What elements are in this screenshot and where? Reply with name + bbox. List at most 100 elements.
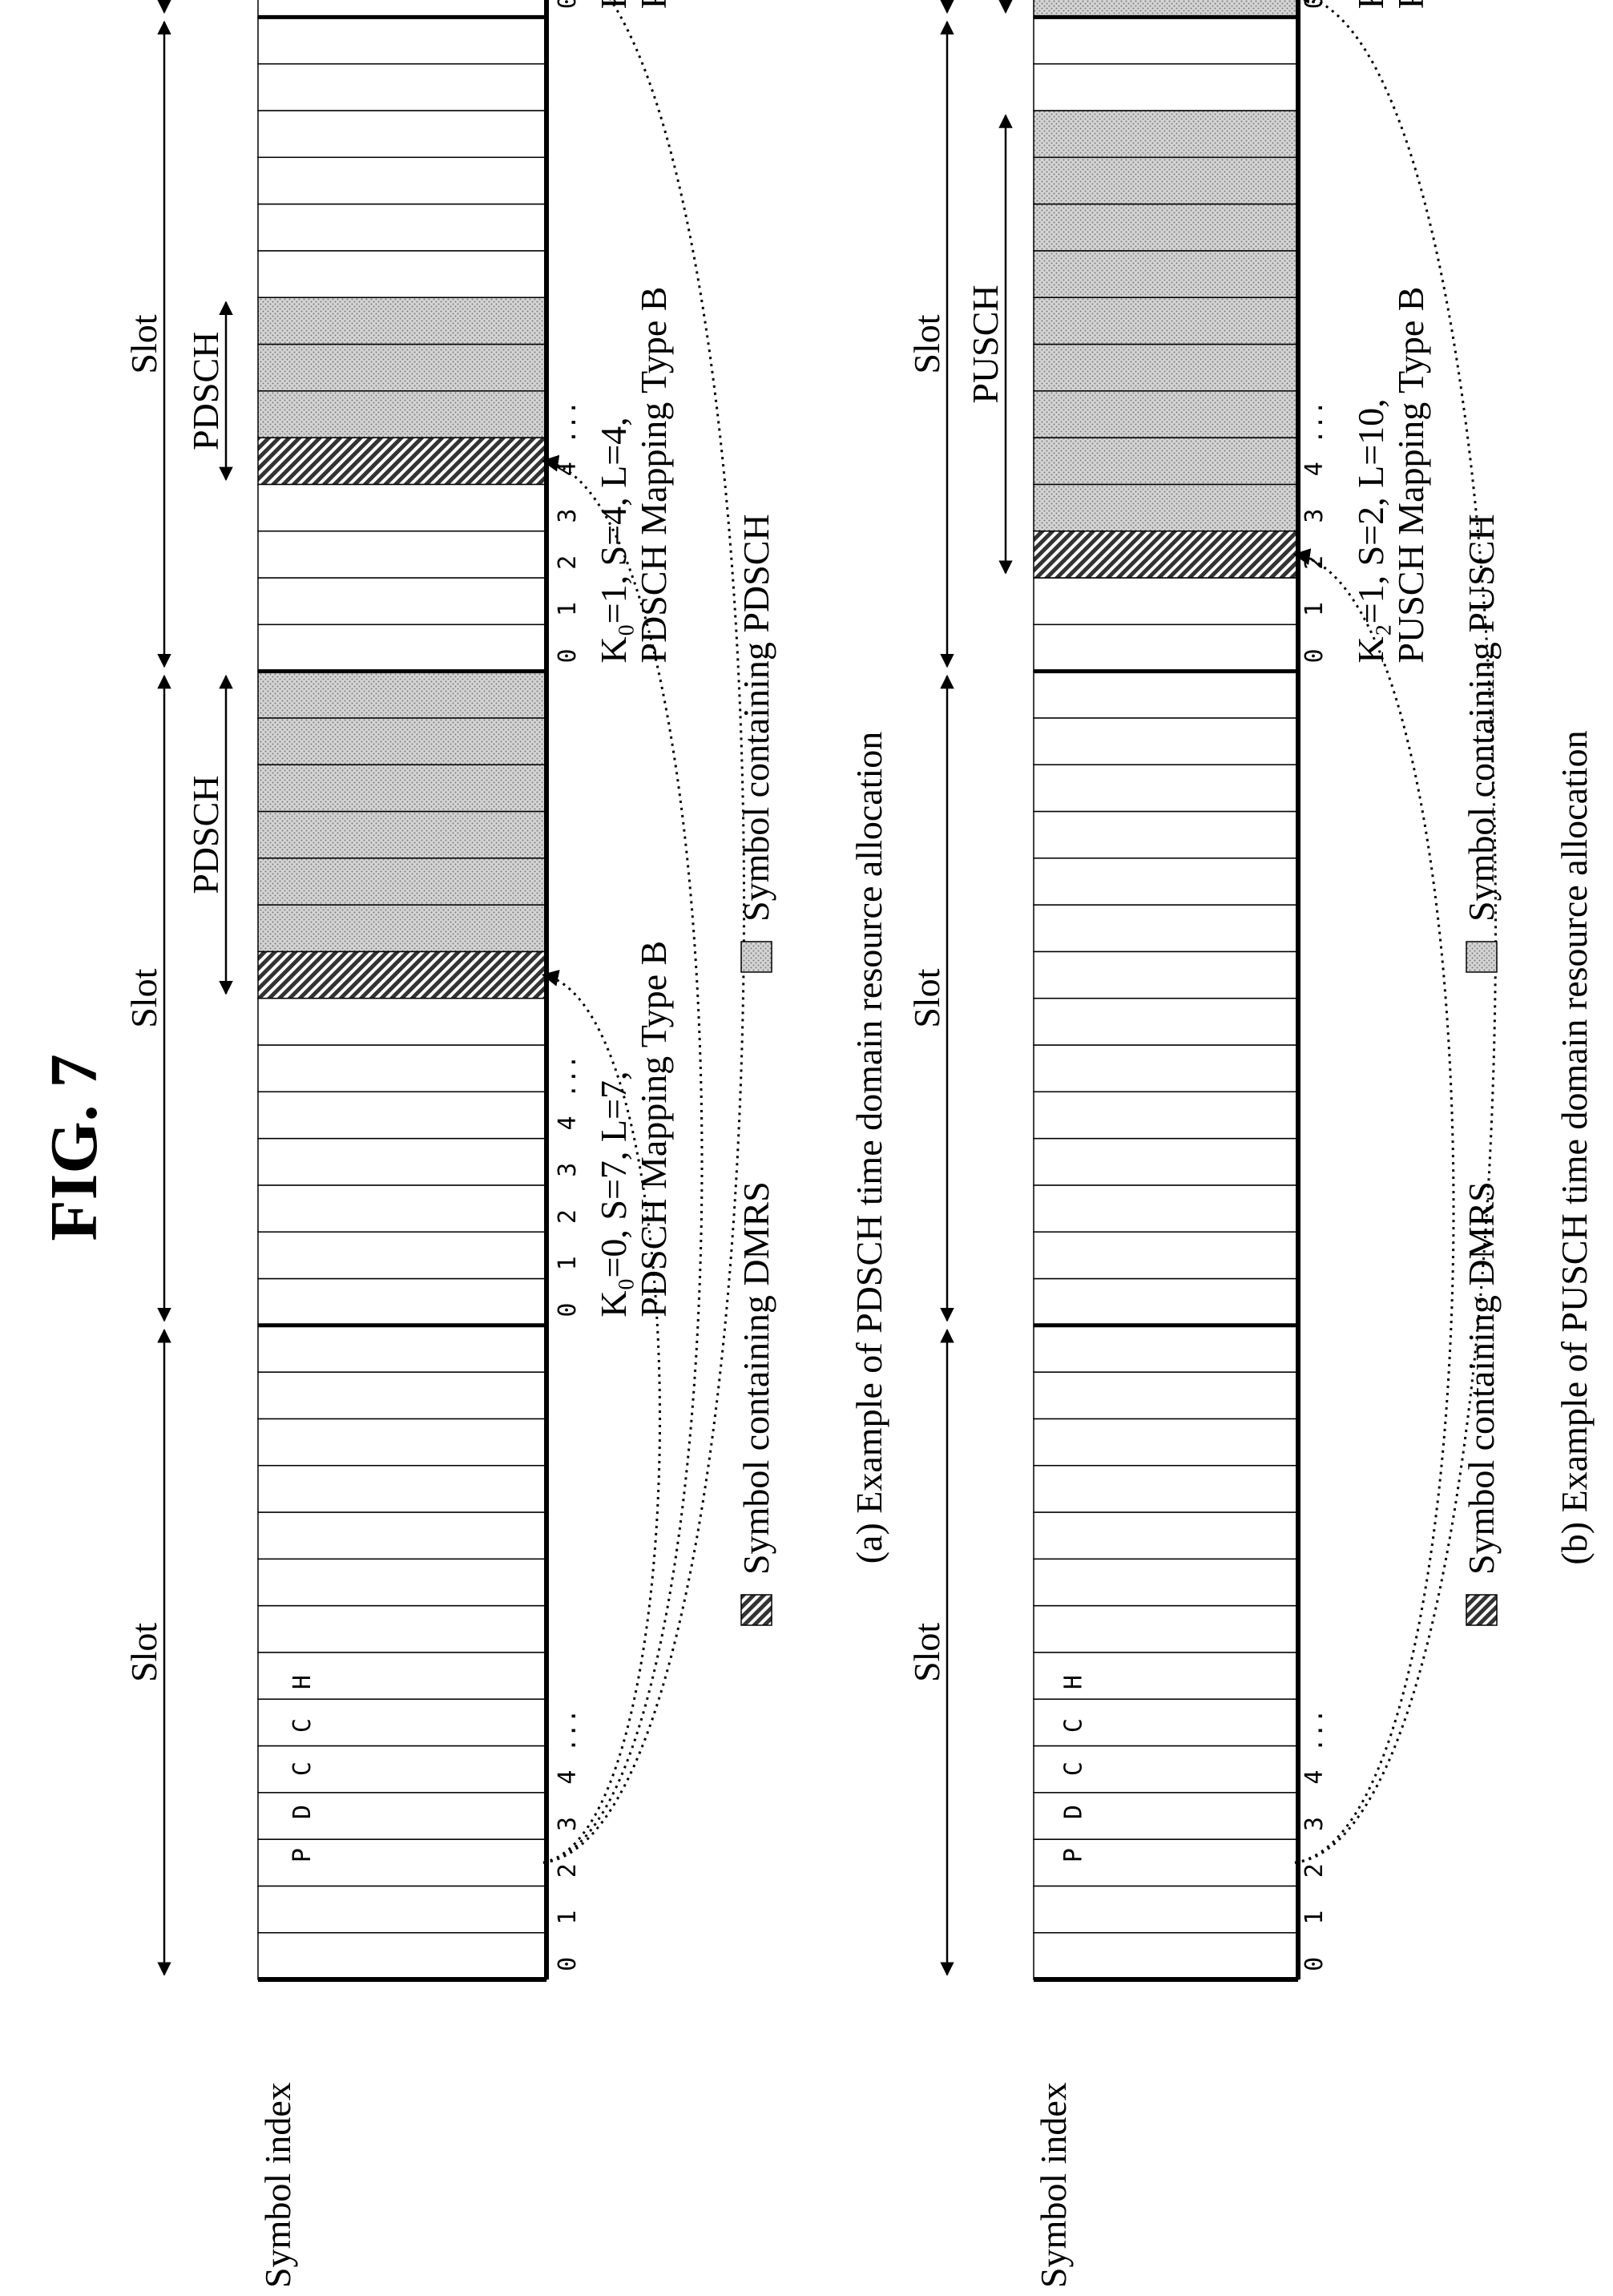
panel-b-slot-1-symbol-4 bbox=[1033, 1091, 1299, 1140]
panel-b-slot-0-symbol-2 bbox=[1033, 1838, 1299, 1887]
panel-a-slot-1-symbol-13 bbox=[257, 670, 547, 719]
figure-title: FIG. 7 bbox=[37, 1054, 111, 1241]
panel-b-slot-1-symbol-3 bbox=[1033, 1137, 1299, 1186]
panel-b-legend-data-label: Symbol containing PUSCH bbox=[1461, 514, 1502, 922]
panel-b-slot-0-symbol-11 bbox=[1033, 1418, 1299, 1467]
panel-b-slot-1-symbol-5 bbox=[1033, 1044, 1299, 1093]
panel-a-legend-dmrs-label: Symbol containing DMRS bbox=[736, 1181, 776, 1575]
panel-a-slot-0-symbol-3 bbox=[257, 1792, 547, 1840]
panel-b-slot-3-scheduling-arrow bbox=[1292, 0, 1497, 1864]
panel-b-caption: (b) Example of PUSCH time domain resourc… bbox=[1554, 730, 1595, 1564]
panel-a-legend-data-swatch bbox=[740, 941, 772, 973]
panel-a-pdcch-letter-0: P bbox=[288, 1848, 317, 1862]
panel-b-slot-0-symbol-4 bbox=[1033, 1745, 1299, 1794]
panel-a-slot-1-symbol-1 bbox=[257, 1231, 547, 1280]
panel-a-slot-2-index-5: ... bbox=[554, 401, 582, 444]
panel-a-slot-2-index-4: 4 bbox=[554, 462, 582, 476]
panel-a-slot-2-annotation-1: PDSCH Mapping Type B bbox=[633, 287, 674, 664]
panel-a-slot-1-label: Slot bbox=[123, 968, 164, 1027]
panel-a-slot-2-index-3: 3 bbox=[554, 509, 582, 523]
panel-b-slot-1-symbol-2 bbox=[1033, 1184, 1299, 1233]
panel-b-slot-1-symbol-9 bbox=[1033, 857, 1299, 906]
panel-a-slot-3-scheduling-arrow bbox=[542, 0, 745, 1864]
panel-a-slot-1-index-2: 2 bbox=[554, 1209, 582, 1224]
panel-a-slot-1-symbol-3 bbox=[257, 1137, 547, 1186]
panel-a-slot-2-symbol-7 bbox=[257, 297, 547, 345]
panel-a-slot-0-symbol-9 bbox=[257, 1511, 547, 1560]
panel-a-slot-0-index-3: 3 bbox=[554, 1817, 582, 1831]
panel-a-pdcch-letter-4: H bbox=[288, 1675, 317, 1689]
panel-a-slot-3-symbol-0 bbox=[257, 0, 547, 18]
panel-a-slot-2-symbol-9 bbox=[257, 203, 547, 252]
panel-b-slot-2-symbol-13 bbox=[1033, 16, 1299, 65]
panel-a-slot-1-index-3: 3 bbox=[554, 1163, 582, 1177]
panel-b-slot-2-index-2: 2 bbox=[1300, 555, 1329, 570]
panel-a-slot-0-symbol-7 bbox=[257, 1604, 547, 1653]
panel-a-slot-2-channel-label: PDSCH bbox=[185, 332, 226, 450]
panel-b-slot-0-index-1: 1 bbox=[1300, 1911, 1329, 1925]
panel-b-slot-1-symbol-10 bbox=[1033, 810, 1299, 859]
panel-a-slot-1-symbol-5 bbox=[257, 1044, 547, 1093]
panel-a-slot-0-symbol-11 bbox=[257, 1418, 547, 1467]
panel-a-slot-2-symbol-1 bbox=[257, 577, 547, 626]
panel-b: Slot 0 1 2 3 4... P D C C H Slot Slot PUSCH K₂=1, S=2,… bbox=[906, 0, 1595, 2288]
panel-a-legend-data-label: Symbol containing PDSCH bbox=[736, 514, 776, 922]
panel-a-slot-1-symbol-4 bbox=[257, 1091, 547, 1140]
panel-a-slot-0-symbol-8 bbox=[257, 1558, 547, 1607]
panel-b-slot-2-symbol-5 bbox=[1033, 390, 1299, 438]
panel-b-slot-0-symbol-9 bbox=[1033, 1511, 1299, 1560]
panel-a-slot-0-index-1: 1 bbox=[554, 1911, 582, 1925]
panel-a-slot-0-label: Slot bbox=[123, 1623, 164, 1682]
panel-b-slot-2-label: Slot bbox=[906, 314, 947, 373]
panel-a-slot-0-symbol-5 bbox=[257, 1698, 547, 1747]
panel-a-slot-1-symbol-11 bbox=[257, 764, 547, 813]
panel-b-slot-2-channel-label: PUSCH bbox=[965, 284, 1006, 403]
panel-a-slot-2-label: Slot bbox=[123, 314, 164, 373]
panel-b-slot-2-index-4: 4 bbox=[1300, 462, 1329, 476]
panel-b-slot-1-symbol-11 bbox=[1033, 764, 1299, 813]
panel-a-slot-1-symbol-6 bbox=[257, 997, 547, 1046]
panel-a-slot-2-symbol-5 bbox=[257, 390, 547, 438]
panel-b-slot-1-symbol-6 bbox=[1033, 997, 1299, 1046]
panel-b-slot-0-symbol-6 bbox=[1033, 1652, 1299, 1700]
panel-b-legend-dmrs-label: Symbol containing DMRS bbox=[1461, 1181, 1502, 1575]
panel-b-pdcch-letter-0: P bbox=[1059, 1848, 1087, 1862]
panel-b-slot-0-symbol-8 bbox=[1033, 1558, 1299, 1607]
panel-a-legend-dmrs-swatch bbox=[740, 1594, 772, 1626]
panel-b-slot-0: Slot 0 1 2 3 4... P D C C H bbox=[906, 1325, 1329, 1980]
panel-b-pdcch-letter-3: C bbox=[1059, 1718, 1087, 1733]
panel-a-slot-1-annotation-1: PDSCH Mapping Type B bbox=[633, 941, 674, 1317]
panel-b-slot-1-label: Slot bbox=[906, 968, 947, 1027]
panel-b-pdcch-letter-2: C bbox=[1059, 1761, 1087, 1776]
panel-a-slot-2-symbol-4 bbox=[257, 437, 547, 486]
panel-a-pdcch-letter-1: D bbox=[288, 1805, 317, 1819]
panel-b-slot-2-symbol-9 bbox=[1033, 203, 1299, 252]
panel-b-slot-2-index-5: ... bbox=[1300, 401, 1329, 444]
panel-a-slot-2-symbol-0 bbox=[257, 623, 547, 672]
panel-a-slot-2-symbol-12 bbox=[257, 63, 547, 111]
panel-a-slot-0-symbol-2 bbox=[257, 1838, 547, 1887]
panel-a-slot-2-annotation-0: K₀=1, S=4, L=4, bbox=[593, 417, 634, 663]
panel-a-slot-1-symbol-2 bbox=[257, 1184, 547, 1233]
panel-b-slot-0-index-3: 3 bbox=[1300, 1817, 1329, 1831]
panel-a-slot-2-index-2: 2 bbox=[554, 555, 582, 570]
panel-b-slot-2-symbol-1 bbox=[1033, 577, 1299, 626]
panel-b-legend-dmrs-swatch bbox=[1466, 1594, 1498, 1626]
panel-b-slot-0-symbol-7 bbox=[1033, 1604, 1299, 1653]
panel-b-slot-0-symbol-5 bbox=[1033, 1698, 1299, 1747]
panel-a-slot-2-symbol-13 bbox=[257, 16, 547, 65]
panel-a-slot-2-symbol-8 bbox=[257, 250, 547, 298]
panel-b-slot-0-symbol-1 bbox=[1033, 1885, 1299, 1934]
panel-a-slot-0-symbol-6 bbox=[257, 1652, 547, 1700]
panel-a-slot-0-index-5: ... bbox=[554, 1709, 582, 1752]
panel-b-slot-2-symbol-6 bbox=[1033, 343, 1299, 392]
panel-b-slot-2-symbol-4 bbox=[1033, 437, 1299, 486]
panel-b-legend-data-swatch bbox=[1466, 941, 1498, 973]
panel-b-slot-2-annotation-0: K₂=1, S=2, L=10, bbox=[1350, 398, 1391, 663]
panel-a-slot-2-symbol-2 bbox=[257, 530, 547, 579]
panel-b-slot-0-symbol-12 bbox=[1033, 1371, 1299, 1420]
panel-a-slot-1-index-4: 4 bbox=[554, 1116, 582, 1130]
panel-b-slot-2-symbol-8 bbox=[1033, 250, 1299, 298]
panel-a-slot-1-symbol-10 bbox=[257, 810, 547, 859]
